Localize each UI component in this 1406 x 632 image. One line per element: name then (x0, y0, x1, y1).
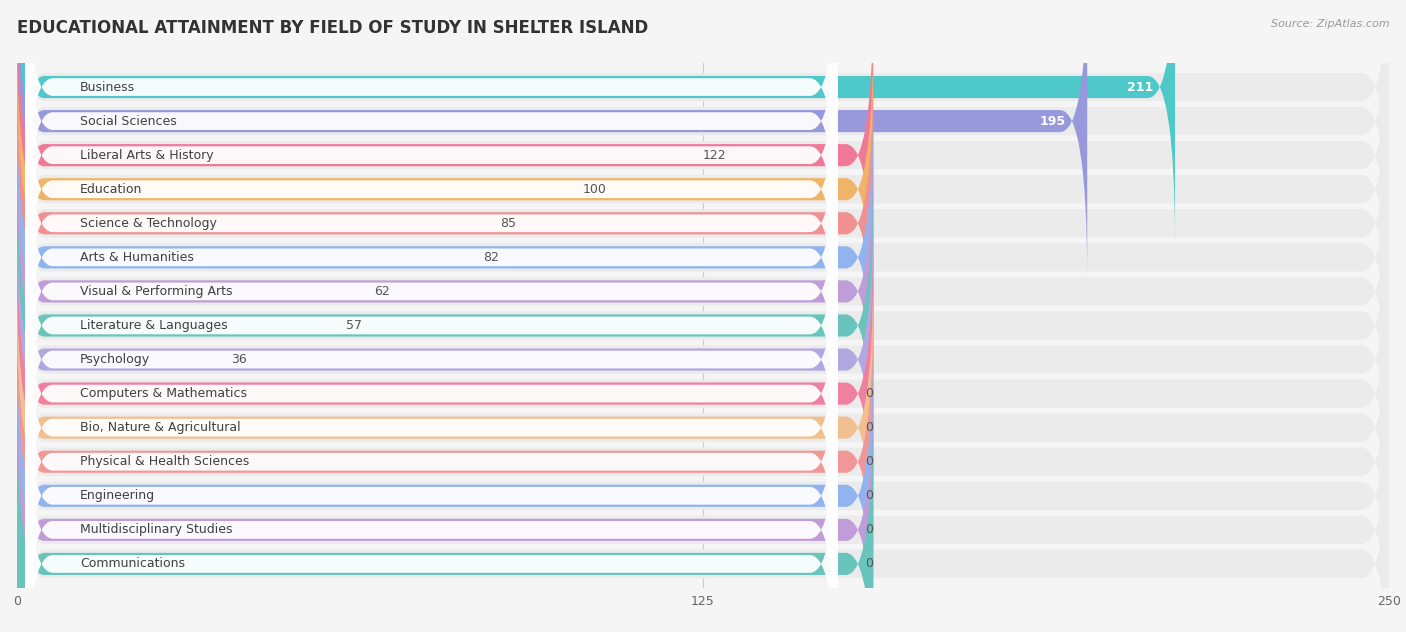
FancyBboxPatch shape (17, 33, 1389, 346)
Text: 85: 85 (501, 217, 516, 230)
Text: 0: 0 (865, 523, 873, 537)
FancyBboxPatch shape (25, 403, 838, 632)
Text: Physical & Health Sciences: Physical & Health Sciences (80, 455, 249, 468)
Text: Engineering: Engineering (80, 489, 155, 502)
FancyBboxPatch shape (17, 30, 873, 348)
FancyBboxPatch shape (25, 368, 838, 632)
Text: Business: Business (80, 80, 135, 94)
FancyBboxPatch shape (25, 28, 838, 351)
FancyBboxPatch shape (17, 135, 1389, 447)
FancyBboxPatch shape (17, 169, 1389, 482)
FancyBboxPatch shape (25, 164, 838, 487)
Text: 195: 195 (1039, 114, 1066, 128)
Text: Liberal Arts & History: Liberal Arts & History (80, 149, 214, 162)
FancyBboxPatch shape (25, 130, 838, 453)
Text: Literature & Languages: Literature & Languages (80, 319, 228, 332)
Text: EDUCATIONAL ATTAINMENT BY FIELD OF STUDY IN SHELTER ISLAND: EDUCATIONAL ATTAINMENT BY FIELD OF STUDY… (17, 19, 648, 37)
Text: Visual & Performing Arts: Visual & Performing Arts (80, 285, 232, 298)
FancyBboxPatch shape (17, 303, 873, 621)
FancyBboxPatch shape (17, 0, 873, 314)
FancyBboxPatch shape (25, 300, 838, 623)
Text: Communications: Communications (80, 557, 186, 571)
FancyBboxPatch shape (17, 166, 873, 485)
Text: Arts & Humanities: Arts & Humanities (80, 251, 194, 264)
Text: Psychology: Psychology (80, 353, 150, 366)
Text: Science & Technology: Science & Technology (80, 217, 217, 230)
FancyBboxPatch shape (17, 374, 1389, 632)
Text: 0: 0 (865, 455, 873, 468)
FancyBboxPatch shape (17, 98, 873, 416)
Text: 122: 122 (703, 149, 727, 162)
Text: 100: 100 (582, 183, 606, 196)
FancyBboxPatch shape (17, 408, 1389, 632)
Text: 57: 57 (346, 319, 363, 332)
FancyBboxPatch shape (17, 370, 873, 632)
Text: Social Sciences: Social Sciences (80, 114, 177, 128)
Text: Computers & Mathematics: Computers & Mathematics (80, 387, 247, 400)
FancyBboxPatch shape (25, 0, 838, 283)
FancyBboxPatch shape (17, 404, 873, 632)
FancyBboxPatch shape (17, 269, 873, 587)
FancyBboxPatch shape (17, 305, 1389, 618)
Text: Education: Education (80, 183, 142, 196)
FancyBboxPatch shape (17, 0, 1389, 277)
FancyBboxPatch shape (25, 0, 838, 317)
FancyBboxPatch shape (25, 232, 838, 555)
FancyBboxPatch shape (17, 0, 1389, 243)
FancyBboxPatch shape (17, 0, 1175, 246)
FancyBboxPatch shape (17, 101, 1389, 413)
Text: 0: 0 (865, 489, 873, 502)
FancyBboxPatch shape (25, 0, 838, 248)
Text: 0: 0 (865, 421, 873, 434)
FancyBboxPatch shape (17, 67, 1389, 379)
FancyBboxPatch shape (17, 132, 873, 451)
FancyBboxPatch shape (25, 96, 838, 419)
FancyBboxPatch shape (25, 198, 838, 521)
FancyBboxPatch shape (17, 204, 1389, 516)
Text: 62: 62 (374, 285, 389, 298)
Text: 36: 36 (231, 353, 246, 366)
Text: 0: 0 (865, 557, 873, 571)
FancyBboxPatch shape (25, 62, 838, 385)
Text: Multidisciplinary Studies: Multidisciplinary Studies (80, 523, 232, 537)
FancyBboxPatch shape (17, 0, 1389, 312)
Text: 0: 0 (865, 387, 873, 400)
Text: Bio, Nature & Agricultural: Bio, Nature & Agricultural (80, 421, 240, 434)
Text: 82: 82 (484, 251, 499, 264)
FancyBboxPatch shape (17, 200, 873, 519)
FancyBboxPatch shape (17, 337, 873, 632)
Text: Source: ZipAtlas.com: Source: ZipAtlas.com (1271, 19, 1389, 29)
FancyBboxPatch shape (17, 64, 873, 382)
Text: 211: 211 (1126, 80, 1153, 94)
FancyBboxPatch shape (25, 334, 838, 632)
FancyBboxPatch shape (25, 266, 838, 589)
FancyBboxPatch shape (17, 238, 1389, 550)
FancyBboxPatch shape (17, 234, 873, 553)
FancyBboxPatch shape (17, 272, 1389, 584)
FancyBboxPatch shape (17, 339, 1389, 632)
FancyBboxPatch shape (17, 0, 1087, 281)
